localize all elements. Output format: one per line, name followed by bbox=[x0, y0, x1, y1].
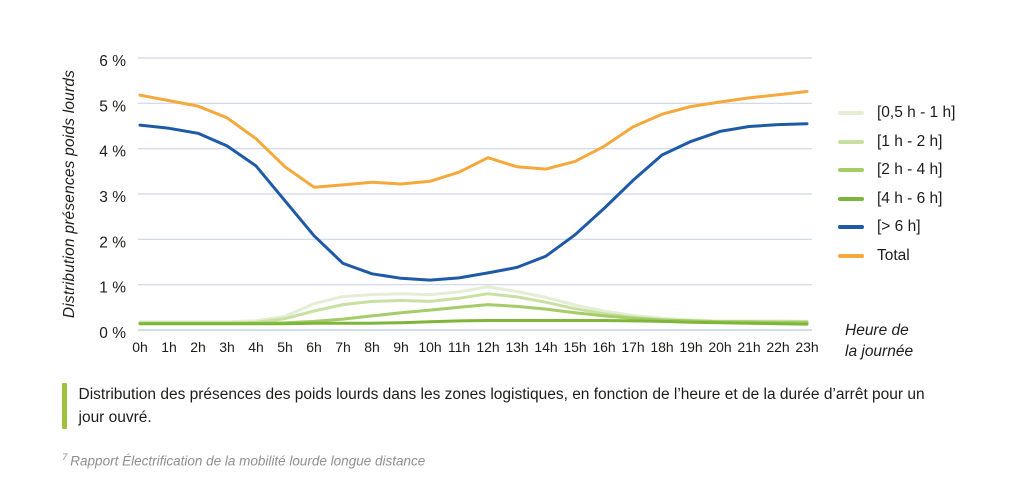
x-tick-label: 12h bbox=[476, 339, 499, 355]
legend-swatch bbox=[838, 139, 864, 144]
y-tick-label: 1 % bbox=[99, 280, 126, 297]
x-tick-label: 21h bbox=[737, 339, 760, 355]
legend-swatch bbox=[838, 168, 864, 173]
footnote-text: Rapport Électrification de la mobilité l… bbox=[70, 453, 426, 469]
x-tick-label: 18h bbox=[650, 339, 673, 355]
series-line-0-5-h-1-h bbox=[138, 285, 809, 324]
y-tick-label: 3 % bbox=[99, 189, 126, 206]
legend-label: [1 h - 2 h] bbox=[877, 132, 943, 150]
legend-swatch bbox=[838, 253, 864, 258]
x-axis-title: Heure de la journée bbox=[845, 320, 913, 362]
caption-text: Distribution des présences des poids lou… bbox=[78, 386, 925, 426]
legend-swatch bbox=[838, 196, 864, 201]
y-tick-label: 6 % bbox=[99, 53, 126, 70]
x-tick-label: 10h bbox=[418, 339, 441, 355]
y-tick-label: 4 % bbox=[99, 144, 126, 161]
series-line-total bbox=[138, 90, 809, 189]
x-tick-label: 4h bbox=[248, 339, 264, 355]
x-tick-label: 1h bbox=[161, 339, 177, 355]
x-tick-label: 13h bbox=[505, 339, 528, 355]
legend-label: [4 h - 6 h] bbox=[877, 189, 943, 207]
x-tick-label: 3h bbox=[219, 339, 235, 355]
legend-swatch bbox=[838, 225, 864, 230]
x-tick-label: 19h bbox=[679, 339, 702, 355]
legend-label: [> 6 h] bbox=[877, 218, 921, 236]
x-tick-label: 22h bbox=[766, 339, 789, 355]
legend-swatch bbox=[838, 111, 864, 116]
x-axis-title-line2: la journée bbox=[845, 343, 914, 360]
x-tick-label: 17h bbox=[621, 339, 644, 355]
x-tick-label: 14h bbox=[534, 339, 557, 355]
series-line-4-h-6-h bbox=[138, 319, 809, 326]
legend-item: Total bbox=[838, 242, 955, 271]
legend-item: [4 h - 6 h] bbox=[838, 185, 955, 214]
series-line-1-h-2-h bbox=[138, 292, 809, 325]
x-tick-label: 7h bbox=[335, 339, 351, 355]
legend-label: [0,5 h - 1 h] bbox=[877, 104, 956, 122]
y-tick-label: 5 % bbox=[99, 98, 126, 115]
legend-item: [2 h - 4 h] bbox=[838, 156, 955, 185]
legend-item: [0,5 h - 1 h] bbox=[838, 99, 955, 128]
y-tick-label: 0 % bbox=[99, 325, 126, 342]
series-line-6-h bbox=[138, 122, 809, 282]
x-tick-label: 6h bbox=[306, 339, 322, 355]
x-tick-label: 20h bbox=[708, 339, 731, 355]
x-tick-label: 5h bbox=[277, 339, 293, 355]
x-tick-label: 16h bbox=[592, 339, 615, 355]
y-tick-label: 2 % bbox=[99, 234, 126, 251]
x-tick-label: 9h bbox=[393, 339, 409, 355]
y-axis-title: Distribution présences poids lourds bbox=[61, 69, 78, 319]
caption-accent-bar bbox=[62, 383, 67, 429]
legend-label: Total bbox=[877, 246, 910, 264]
x-tick-label: 23h bbox=[795, 339, 818, 355]
x-tick-label: 11h bbox=[448, 339, 470, 355]
footnote-marker: 7 bbox=[62, 452, 68, 463]
chart-legend: [0,5 h - 1 h] [1 h - 2 h] [2 h - 4 h] [4 h … bbox=[838, 99, 955, 270]
x-tick-label: 8h bbox=[364, 339, 380, 355]
x-tick-label: 15h bbox=[563, 339, 586, 355]
legend-item: [1 h - 2 h] bbox=[838, 128, 955, 157]
legend-item: [> 6 h] bbox=[838, 213, 955, 242]
legend-label: [2 h - 4 h] bbox=[877, 161, 943, 179]
footnote: 7 Rapport Électrification de la mobilité … bbox=[62, 452, 425, 469]
x-tick-label: 2h bbox=[190, 339, 206, 355]
figure-caption: Distribution des présences des poids lou… bbox=[62, 383, 951, 429]
chart-svg: 0 % 1 % 2 % 3 % 4 % 5 % 6 % 0h 1h 2h 3h 4h 5h 6h 7h 8h 9… bbox=[99, 53, 818, 355]
x-tick-label: 0h bbox=[132, 339, 148, 355]
x-axis-title-line1: Heure de bbox=[845, 322, 909, 339]
